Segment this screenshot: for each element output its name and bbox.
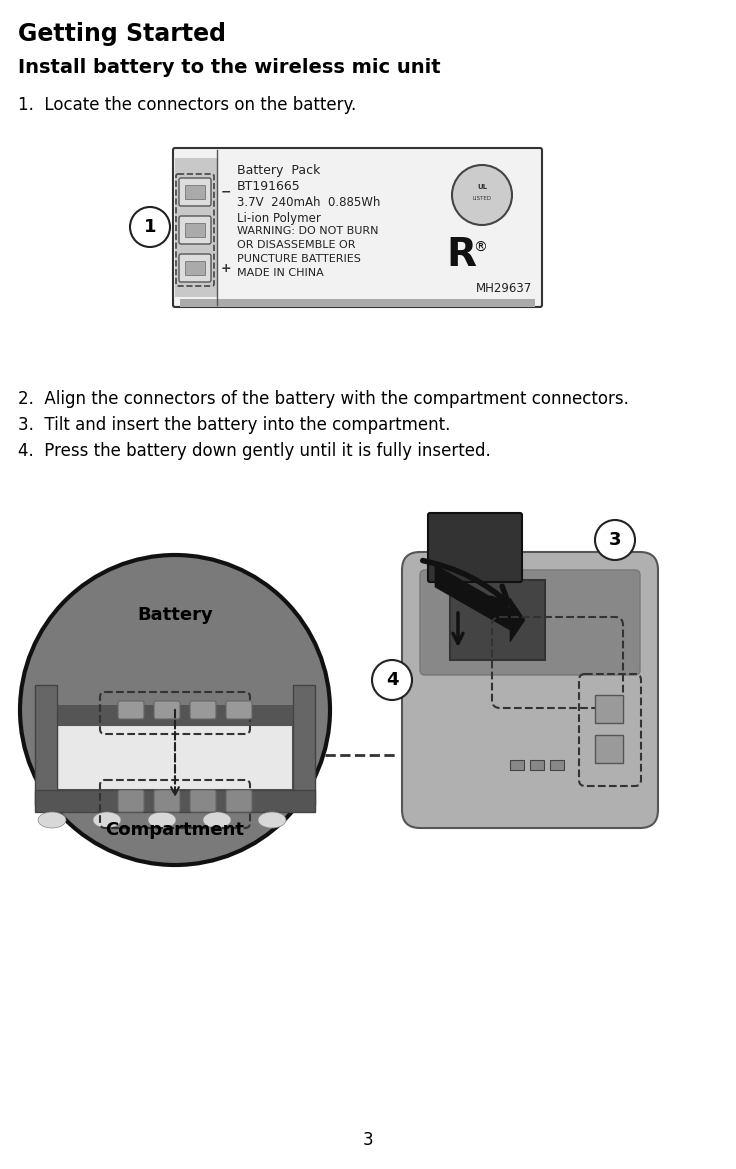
Text: 3: 3 [363,1130,373,1149]
Ellipse shape [38,812,66,828]
Circle shape [595,520,635,560]
Bar [175,158,217,297]
Circle shape [452,165,512,224]
Text: Battery: Battery [137,606,213,624]
FancyBboxPatch shape [190,790,216,812]
Bar [550,760,564,770]
Bar [57,725,293,790]
Bar [35,790,315,812]
Bar [57,705,293,725]
Ellipse shape [93,812,121,828]
Text: Compartment: Compartment [105,821,244,839]
Text: WARNING: DO NOT BURN: WARNING: DO NOT BURN [237,226,378,236]
Text: ®: ® [473,241,487,255]
FancyBboxPatch shape [154,790,180,812]
Circle shape [20,555,330,865]
Bar [595,735,623,763]
Ellipse shape [148,812,176,828]
Text: Battery  Pack: Battery Pack [237,164,320,177]
Text: LISTED: LISTED [473,196,492,201]
Circle shape [372,660,412,700]
FancyBboxPatch shape [179,254,211,282]
Bar [450,580,545,660]
Circle shape [22,556,328,863]
FancyBboxPatch shape [420,570,640,675]
Ellipse shape [258,812,286,828]
FancyBboxPatch shape [190,701,216,719]
FancyBboxPatch shape [402,552,658,828]
Text: 2.  Align the connectors of the battery with the compartment connectors.: 2. Align the connectors of the battery w… [18,390,629,408]
Bar [595,696,623,722]
Bar [530,760,544,770]
FancyBboxPatch shape [118,790,144,812]
Text: 4.  Press the battery down gently until it is fully inserted.: 4. Press the battery down gently until i… [18,442,491,459]
Bar [293,685,315,805]
FancyBboxPatch shape [179,178,211,206]
Text: $\mathbf{R}$: $\mathbf{R}$ [446,236,478,274]
Text: PUNCTURE BATTERIES: PUNCTURE BATTERIES [237,254,361,264]
Text: UL: UL [477,184,487,191]
Bar [510,760,524,770]
FancyBboxPatch shape [173,148,542,307]
Text: +: + [221,262,232,275]
Text: OR DISASSEMBLE OR: OR DISASSEMBLE OR [237,240,355,250]
FancyBboxPatch shape [226,790,252,812]
FancyBboxPatch shape [154,701,180,719]
Bar [185,185,205,199]
Text: 3.7V  240mAh  0.885Wh: 3.7V 240mAh 0.885Wh [237,196,381,209]
FancyBboxPatch shape [428,513,522,582]
Text: Install battery to the wireless mic unit: Install battery to the wireless mic unit [18,58,441,77]
Text: MADE IN CHINA: MADE IN CHINA [237,268,324,278]
Bar [180,299,535,307]
Text: 3: 3 [609,531,621,549]
Bar [185,223,205,237]
Text: Li-ion Polymer: Li-ion Polymer [237,212,321,224]
Text: Getting Started: Getting Started [18,22,226,46]
Text: 3.  Tilt and insert the battery into the compartment.: 3. Tilt and insert the battery into the … [18,416,450,434]
Polygon shape [435,565,525,642]
Bar [35,685,57,805]
Text: 1.  Locate the connectors on the battery.: 1. Locate the connectors on the battery. [18,96,356,115]
FancyBboxPatch shape [118,701,144,719]
Circle shape [130,207,170,247]
FancyBboxPatch shape [179,216,211,244]
Text: 1: 1 [144,217,156,236]
Ellipse shape [203,812,231,828]
Text: BT191665: BT191665 [237,180,301,193]
Bar [185,261,205,275]
Text: −: − [221,186,232,199]
FancyBboxPatch shape [226,701,252,719]
Text: MH29637: MH29637 [475,282,532,295]
Text: 4: 4 [386,671,398,689]
